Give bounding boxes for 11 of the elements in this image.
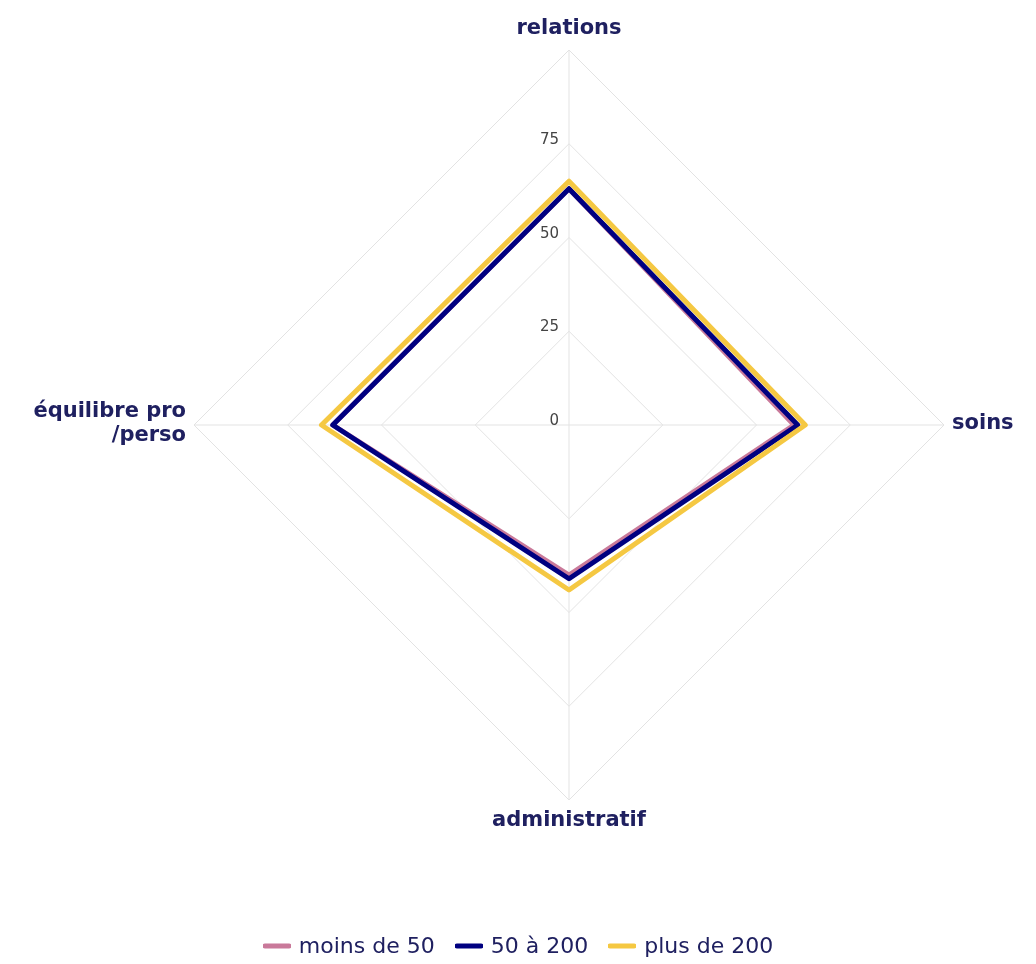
y-tick-label: 75 [539, 129, 559, 148]
spoke-label: administratif [492, 807, 647, 831]
y-tick-label: 0 [549, 411, 559, 429]
y-tick-label: 25 [539, 317, 559, 336]
spoke-label: relations [516, 15, 622, 39]
spoke-label: soins [952, 410, 1014, 434]
legend-label: moins de 50 [298, 933, 435, 958]
legend-label: 50 à 200 [490, 933, 589, 958]
spoke-label: équilibre pro /perso [33, 398, 186, 446]
y-tick-label: 50 [539, 223, 559, 242]
legend-label: plus de 200 [644, 933, 774, 958]
